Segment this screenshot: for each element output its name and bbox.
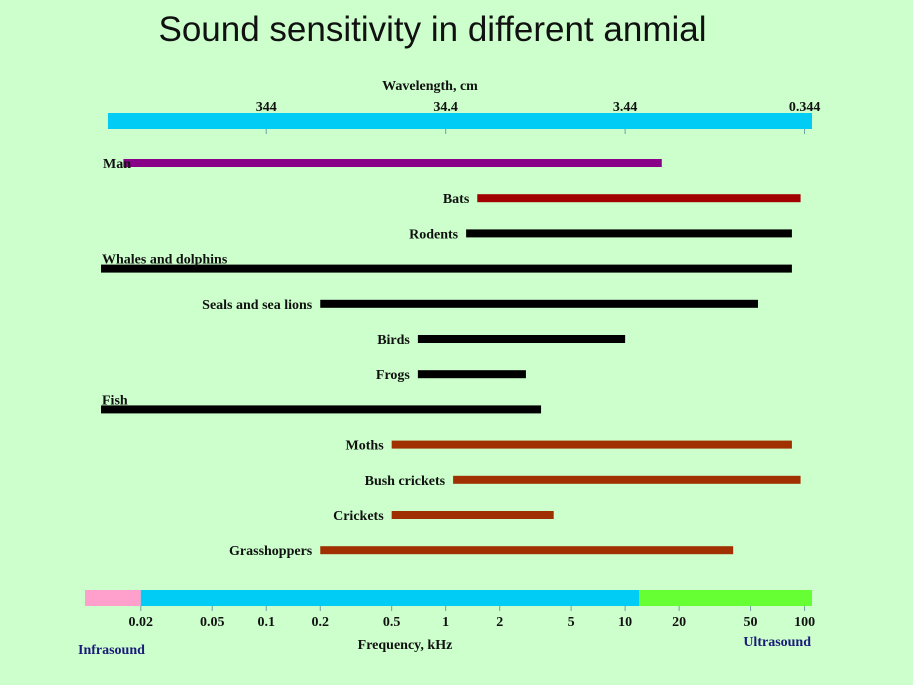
frequency-tick-label: 2 [496,615,503,630]
frequency-tick-label: 20 [672,615,686,630]
range-bar-rodents [466,229,792,238]
range-bar-bush-crickets [453,475,801,484]
series-label-moths: Moths [346,439,385,454]
series-label-rodents: Rodents [409,227,459,242]
wavelength-tick-label: 3.44 [613,100,638,115]
frequency-tick-label: 0.5 [383,615,401,630]
range-bar-grasshoppers [320,546,734,555]
wavelength-bar [108,113,812,129]
frequency-axis-label: Frequency, kHz [358,638,453,653]
range-bar-birds [417,335,626,343]
series-label-whales-and-dolphins: Whales and dolphins [102,253,228,268]
frequency-tick-label: 5 [568,615,575,630]
frequency-tick-label: 0.05 [200,615,225,630]
series-label-bats: Bats [443,192,470,207]
chart-title: Sound sensitivity in different anmial [158,10,707,49]
range-bar-man [123,159,662,167]
frequency-tick-label: 10 [618,615,632,630]
range-bar-crickets [391,511,554,519]
series-label-crickets: Crickets [333,509,384,524]
series-label-grasshoppers: Grasshoppers [229,544,313,559]
range-bar-fish [101,405,542,414]
frequency-tick-label: 0.1 [257,615,275,630]
range-bar-seals-and-sea-lions [320,299,758,308]
ultrasound-label: Ultrasound [743,635,811,650]
wavelength-axis-label: Wavelength, cm [382,79,478,94]
wavelength-tick-label: 0.344 [789,100,821,115]
frequency-region-audible [140,590,640,606]
range-bar-moths [391,440,792,449]
series-label-bush-crickets: Bush crickets [365,474,446,489]
series-label-birds: Birds [377,333,410,348]
series-label-frogs: Frogs [376,368,411,383]
series-label-man: Man [103,157,131,172]
frequency-tick-label: 1 [442,615,449,630]
frequency-region-infrasound [85,590,141,606]
frequency-tick-label: 100 [794,615,815,630]
frequency-tick-label: 0.02 [129,615,154,630]
wavelength-tick-label: 344 [256,100,277,115]
frequency-tick-label: 0.2 [312,615,330,630]
range-bar-frogs [417,370,526,379]
range-bar-whales-and-dolphins [101,264,792,273]
range-bar-bats [477,194,801,203]
series-label-fish: Fish [102,393,128,408]
frequency-region-ultrasound [639,590,812,606]
frequency-tick-label: 50 [744,615,758,630]
series-label-seals-and-sea-lions: Seals and sea lions [202,298,313,313]
wavelength-tick-label: 34.4 [433,100,458,115]
infrasound-label: Infrasound [78,643,145,658]
